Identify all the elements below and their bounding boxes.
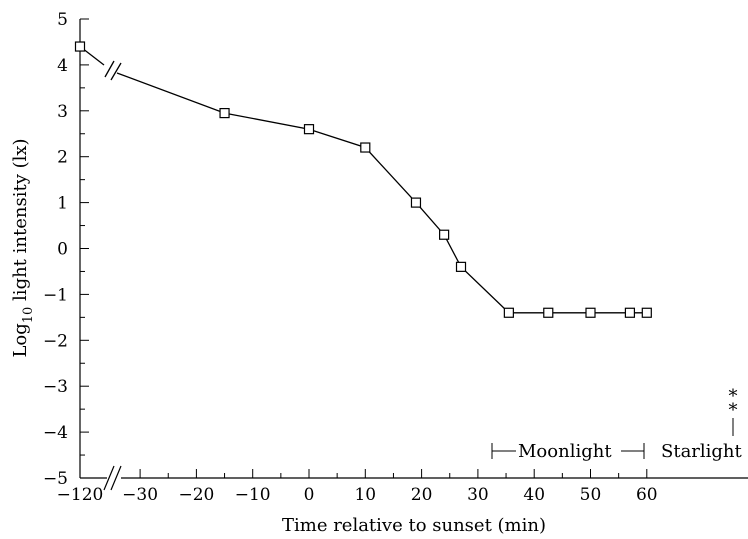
- x-tick-label: 50: [580, 485, 602, 505]
- series-line: [116, 72, 647, 314]
- y-tick-label: −2: [43, 331, 68, 351]
- data-point: [303, 124, 315, 135]
- y-axis-title: Log10 light intensity (lx): [10, 138, 36, 357]
- y-tick-label: −1: [43, 285, 68, 305]
- starlight-label: Starlight: [661, 441, 743, 462]
- data-point: [641, 307, 652, 318]
- x-tick-label: −10: [235, 485, 271, 505]
- x-axis-title: Time relative to sunset (min): [282, 515, 546, 536]
- series-break-mark: [104, 60, 115, 78]
- data-point: [624, 307, 636, 318]
- y-tick-label: −3: [43, 377, 68, 397]
- data-point: [455, 261, 467, 272]
- data-point: [360, 142, 371, 153]
- y-tick-label: 5: [57, 10, 68, 30]
- y-tick-label: −4: [43, 423, 68, 443]
- x-axis-break-mark: [110, 465, 122, 491]
- x-tick-label: 20: [411, 485, 433, 505]
- annotations: Moonlight Starlight **: [491, 386, 743, 462]
- asterisk-mark: *: [729, 386, 738, 407]
- data-point: [585, 307, 596, 318]
- x-axis-break-mark: [103, 465, 115, 491]
- y-tick-label: 2: [57, 148, 68, 168]
- x-tick-label: −120: [57, 485, 104, 505]
- x-tick-label: 30: [467, 485, 489, 505]
- y-tick-label: 1: [57, 194, 68, 214]
- moonlight-label: Moonlight: [518, 441, 612, 462]
- data-point: [503, 307, 514, 318]
- data-point: [410, 197, 422, 208]
- y-axis-title-prefix: Log: [10, 323, 31, 357]
- data-point: [543, 307, 554, 318]
- y-tick-label: 0: [57, 240, 68, 260]
- axes: [79, 19, 748, 491]
- x-tick-label: 10: [354, 485, 376, 505]
- series-break-mark: [110, 62, 122, 81]
- asterisk-mark: *: [729, 400, 738, 421]
- x-tick-label: −20: [178, 485, 214, 505]
- x-tick-label: 40: [523, 485, 545, 505]
- y-tick-label: −5: [43, 469, 68, 489]
- y-tick-label: 4: [57, 56, 68, 76]
- y-axis-title-suffix: light intensity (lx): [10, 138, 31, 306]
- data-point: [439, 229, 450, 240]
- x-tick-label: −30: [122, 485, 158, 505]
- series: [74, 41, 652, 318]
- data-point: [219, 107, 230, 119]
- data-point: [74, 41, 86, 52]
- x-tick-label: 0: [304, 485, 315, 505]
- y-tick-label: 3: [57, 102, 68, 122]
- x-tick-label: 60: [636, 485, 658, 505]
- y-axis-title-subscript: 10: [21, 307, 36, 324]
